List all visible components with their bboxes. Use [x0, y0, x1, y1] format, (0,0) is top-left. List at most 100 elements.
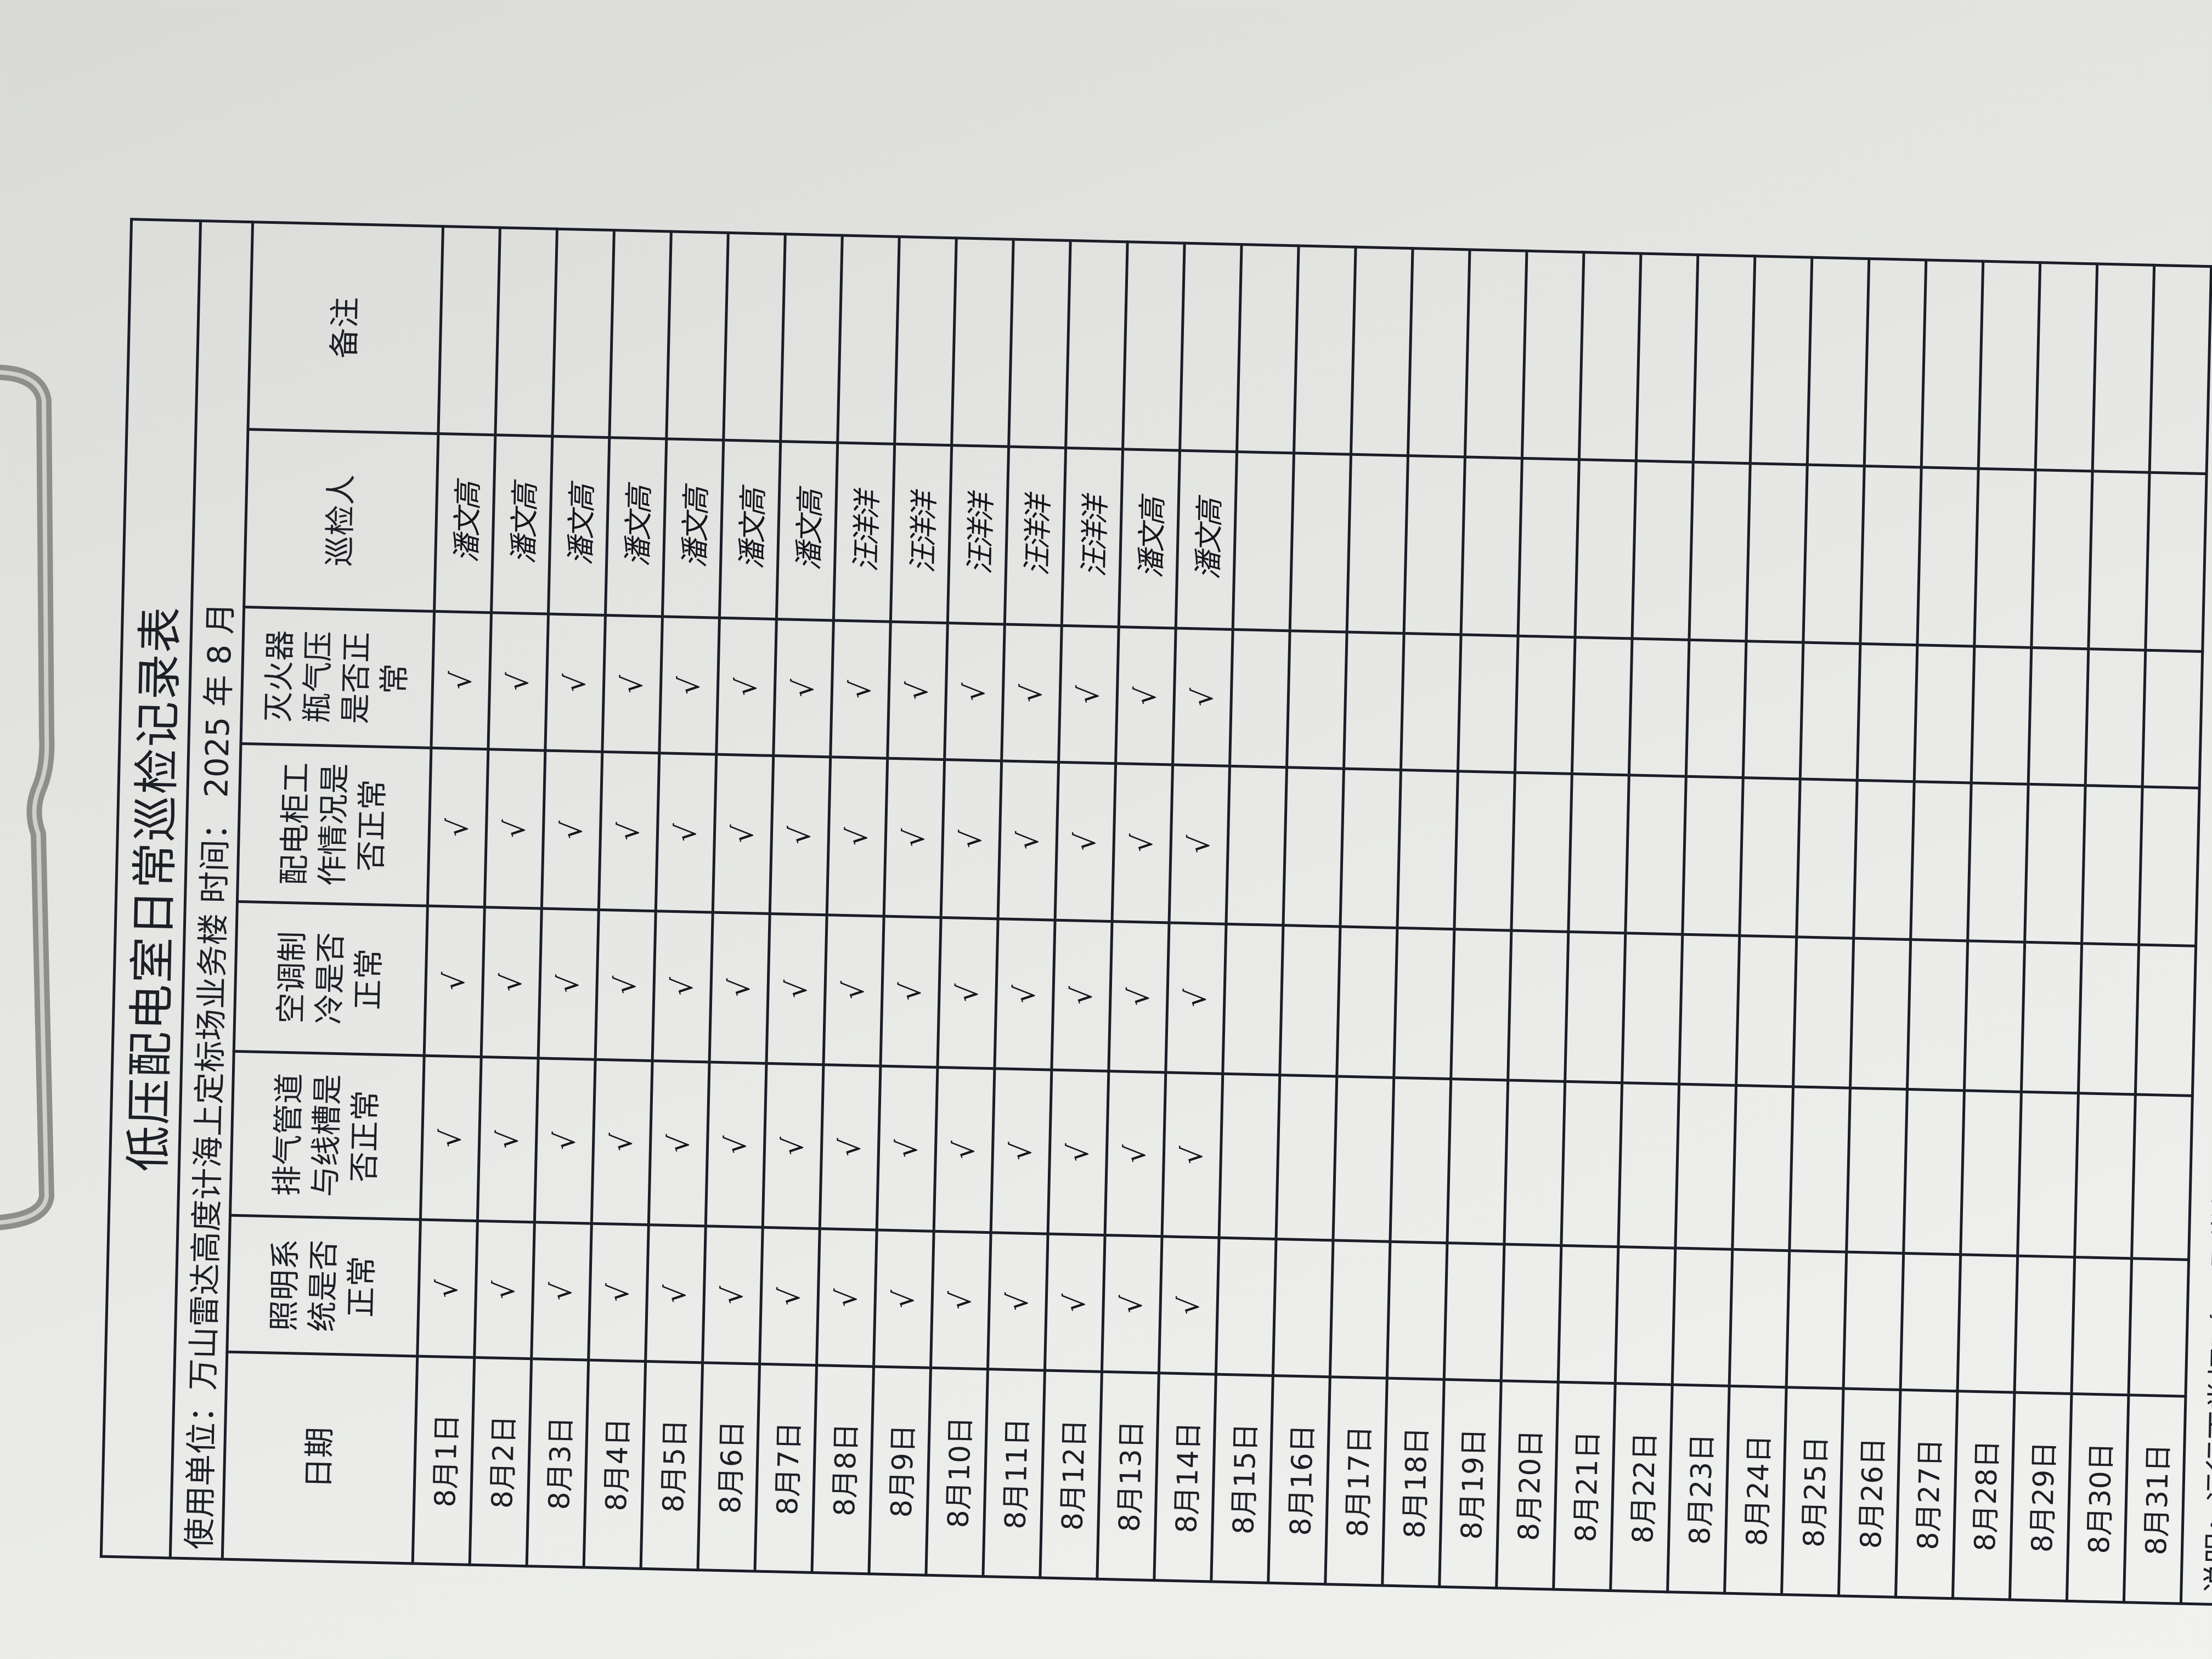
- extinguisher-check: √: [830, 620, 891, 759]
- date-cell: 8月25日: [1781, 1387, 1844, 1596]
- ac-check: √: [652, 911, 713, 1062]
- remarks-cell: [1065, 240, 1128, 449]
- lighting-check: [1387, 1242, 1447, 1380]
- exhaust-check: √: [877, 1065, 938, 1232]
- cabinet-check: [1340, 768, 1401, 928]
- header-label: 灭火器瓶气压是否正常: [261, 629, 413, 725]
- exhaust-check: √: [477, 1057, 539, 1223]
- remarks-cell: [1351, 247, 1413, 456]
- inspector-signature: [1917, 467, 1979, 647]
- inspector-signature: 潘文高: [1119, 449, 1180, 629]
- remarks-cell: [1408, 248, 1470, 457]
- exhaust-check: [2017, 1091, 2079, 1257]
- remarks-cell: [1978, 261, 2040, 470]
- ac-check: √: [481, 907, 542, 1058]
- header-remarks: 备注: [248, 222, 443, 434]
- inspector-signature: 潘文高: [548, 436, 610, 616]
- cabinet-check: [1853, 780, 1915, 940]
- ac-check: [2021, 941, 2082, 1093]
- inspector-signature: 汪洋洋: [947, 445, 1009, 625]
- lighting-check: √: [759, 1227, 820, 1365]
- cabinet-check: [1910, 781, 1972, 941]
- inspector-signature: 潘文高: [434, 433, 495, 613]
- cabinet-check: √: [770, 755, 831, 915]
- header-label: 照明系统是否正常: [266, 1238, 381, 1333]
- cabinet-check: √: [713, 754, 774, 913]
- exhaust-check: [1846, 1087, 1908, 1254]
- header-label: 巡检人: [321, 473, 360, 567]
- extinguisher-check: [1229, 629, 1290, 768]
- exhaust-check: [2131, 1094, 2193, 1260]
- cabinet-check: [1796, 778, 1858, 938]
- extinguisher-check: √: [1172, 628, 1233, 766]
- inspector-signature: [1518, 458, 1579, 637]
- inspector-signature: [1860, 466, 1922, 645]
- ac-check: √: [595, 909, 656, 1061]
- lighting-check: √: [588, 1223, 649, 1362]
- header-label: 排气管道与线槽是否正常: [269, 1073, 385, 1198]
- remarks-cell: [1294, 245, 1356, 455]
- inspector-signature: [2088, 471, 2150, 651]
- exhaust-check: [1276, 1075, 1337, 1241]
- header-label: 日期: [301, 1426, 338, 1489]
- exhaust-check: √: [706, 1062, 767, 1228]
- remarks-cell: [1465, 250, 1527, 459]
- ac-check: √: [1165, 922, 1227, 1074]
- extinguisher-check: [1286, 630, 1347, 769]
- exhaust-check: [1333, 1076, 1394, 1242]
- inspector-signature: [1404, 455, 1465, 635]
- lighting-check: [1330, 1240, 1390, 1379]
- inspector-signature: 潘文高: [662, 438, 724, 618]
- extinguisher-check: [1743, 641, 1803, 779]
- inspector-signature: [2145, 472, 2207, 652]
- date-cell: 8月30日: [2067, 1393, 2129, 1602]
- extinguisher-check: [1344, 632, 1404, 770]
- remarks-cell: [609, 230, 672, 439]
- inspector-signature: [1347, 454, 1408, 634]
- date-cell: 8月11日: [983, 1369, 1045, 1578]
- lighting-check: [2071, 1257, 2132, 1395]
- lighting-check: √: [531, 1222, 592, 1361]
- ac-check: [1279, 925, 1340, 1076]
- date-cell: 8月7日: [755, 1364, 817, 1573]
- ac-check: √: [823, 915, 884, 1066]
- exhaust-check: [1219, 1073, 1280, 1239]
- cabinet-check: √: [827, 757, 888, 916]
- exhaust-check: √: [591, 1059, 653, 1225]
- date-cell: 8月5日: [641, 1361, 703, 1570]
- extinguisher-check: [1800, 642, 1860, 781]
- lighting-check: [1729, 1249, 1790, 1387]
- ac-check: [1508, 930, 1568, 1081]
- extinguisher-check: [1515, 636, 1576, 774]
- date-cell: 8月20日: [1496, 1380, 1559, 1590]
- date-cell: 8月13日: [1097, 1372, 1159, 1581]
- cabinet-check: √: [1169, 764, 1230, 924]
- extinguisher-check: [2085, 648, 2146, 787]
- lighting-check: [1843, 1252, 1904, 1390]
- header-distribution-cabinet: 配电柜工作情况是否正常: [237, 743, 431, 906]
- lighting-check: √: [702, 1226, 763, 1364]
- exhaust-check: [1561, 1081, 1622, 1248]
- cabinet-check: [1511, 772, 1572, 932]
- remarks-cell: [1008, 239, 1071, 448]
- exhaust-check: [1675, 1084, 1736, 1250]
- extinguisher-check: [1857, 644, 1917, 782]
- inspector-signature: [1575, 459, 1637, 639]
- lighting-check: √: [873, 1230, 934, 1368]
- lighting-check: √: [816, 1229, 877, 1367]
- binder-clip-icon: [0, 364, 55, 1231]
- exhaust-check: [1618, 1082, 1679, 1249]
- inspector-signature: 汪洋洋: [833, 442, 895, 622]
- date-cell: 8月14日: [1154, 1373, 1216, 1582]
- cabinet-check: [2024, 784, 2086, 944]
- exhaust-check: √: [1048, 1069, 1109, 1235]
- inspection-record-table: 低压配电室日常巡检记录表 使用单位：万山雷达高度计海上定标场业务楼 时间： 20…: [100, 218, 2212, 1606]
- remarks-cell: [2092, 263, 2154, 473]
- cabinet-check: √: [599, 752, 659, 911]
- remarks-cell: [1636, 253, 1698, 462]
- cabinet-check: [1625, 775, 1686, 934]
- ac-check: [1907, 939, 1968, 1091]
- exhaust-check: √: [534, 1058, 596, 1224]
- remarks-cell: [666, 231, 729, 441]
- remarks-cell: [552, 229, 614, 438]
